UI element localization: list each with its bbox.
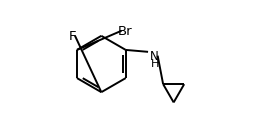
Text: Br: Br	[118, 25, 133, 38]
Text: H: H	[151, 59, 159, 69]
Text: F: F	[69, 30, 76, 43]
Text: N: N	[150, 50, 159, 63]
